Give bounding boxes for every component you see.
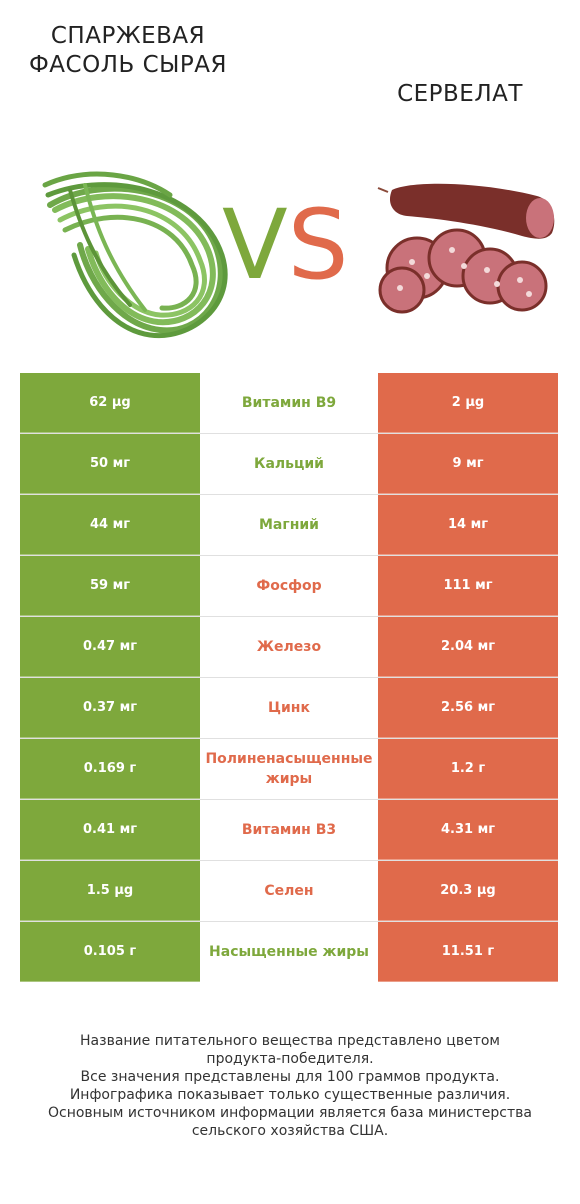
table-row: 1.5 µg Селен 20.3 µg xyxy=(20,861,558,922)
right-value: 1.2 г xyxy=(378,739,558,799)
nutrient-name: Магний xyxy=(200,495,378,555)
table-row: 44 мг Магний 14 мг xyxy=(20,495,558,556)
table-row: 50 мг Кальций 9 мг xyxy=(20,434,558,495)
table-row: 0.47 мг Железо 2.04 мг xyxy=(20,617,558,678)
left-product-name: СПАРЖЕВАЯ ФАСОЛЬ СЫРАЯ xyxy=(28,23,228,78)
left-value: 0.105 г xyxy=(20,922,200,982)
right-value: 14 мг xyxy=(378,495,558,555)
right-value: 11.51 г xyxy=(378,922,558,982)
table-row: 0.37 мг Цинк 2.56 мг xyxy=(20,678,558,739)
right-value: 20.3 µg xyxy=(378,861,558,921)
footer-line: Название питательного вещества представл… xyxy=(80,1033,500,1049)
table-row: 62 µg Витамин B9 2 µg xyxy=(20,373,558,434)
left-product-title: СПАРЖЕВАЯ ФАСОЛЬ СЫРАЯ xyxy=(28,22,228,80)
footer-line: Инфографика показывает только существенн… xyxy=(69,1087,511,1103)
right-value: 4.31 мг xyxy=(378,800,558,860)
footer-line: Основным источником информации является … xyxy=(48,1105,532,1121)
nutrient-name: Витамин B3 xyxy=(200,800,378,860)
right-product-name: СЕРВЕЛАТ xyxy=(397,81,523,107)
left-value: 0.41 мг xyxy=(20,800,200,860)
table-row: 59 мг Фосфор 111 мг xyxy=(20,556,558,617)
comparison-table: 62 µg Витамин B9 2 µg 50 мг Кальций 9 мг 44 мг… xyxy=(20,373,558,982)
vs-s: S xyxy=(287,189,349,301)
left-value: 1.5 µg xyxy=(20,861,200,921)
vs-v: V xyxy=(222,189,288,301)
left-value: 62 µg xyxy=(20,373,200,433)
nutrient-name: Витамин B9 xyxy=(200,373,378,433)
right-value: 2.04 мг xyxy=(378,617,558,677)
table-row: 0.105 г Насыщенные жиры 11.51 г xyxy=(20,922,558,982)
footer-line: Все значения представлены для 100 граммо… xyxy=(80,1069,500,1085)
footer-line: продукта-победителя. xyxy=(206,1051,374,1067)
right-value: 2 µg xyxy=(378,373,558,433)
left-value: 0.47 мг xyxy=(20,617,200,677)
green-beans-image xyxy=(42,171,228,339)
table-row: 0.41 мг Витамин B3 4.31 мг xyxy=(20,800,558,861)
left-value: 0.37 мг xyxy=(20,678,200,738)
nutrient-name: Цинк xyxy=(200,678,378,738)
right-value: 2.56 мг xyxy=(378,678,558,738)
nutrient-name: Полиненасыщенные жиры xyxy=(200,739,378,799)
nutrient-name: Кальций xyxy=(200,434,378,494)
right-value: 111 мг xyxy=(378,556,558,616)
nutrient-name: Железо xyxy=(200,617,378,677)
cervelat-image xyxy=(377,183,555,314)
right-product-title: СЕРВЕЛАТ xyxy=(360,80,560,109)
footer-line: сельского хозяйства США. xyxy=(191,1123,389,1139)
vs-label: VS xyxy=(222,190,349,300)
left-value: 0.169 г xyxy=(20,739,200,799)
nutrient-name: Селен xyxy=(200,861,378,921)
footer-note: Название питательного вещества представл… xyxy=(0,1032,580,1140)
nutrient-name: Насыщенные жиры xyxy=(200,922,378,982)
table-row: 0.169 г Полиненасыщенные жиры 1.2 г xyxy=(20,739,558,800)
left-value: 59 мг xyxy=(20,556,200,616)
right-value: 9 мг xyxy=(378,434,558,494)
nutrient-name: Фосфор xyxy=(200,556,378,616)
left-value: 50 мг xyxy=(20,434,200,494)
left-value: 44 мг xyxy=(20,495,200,555)
